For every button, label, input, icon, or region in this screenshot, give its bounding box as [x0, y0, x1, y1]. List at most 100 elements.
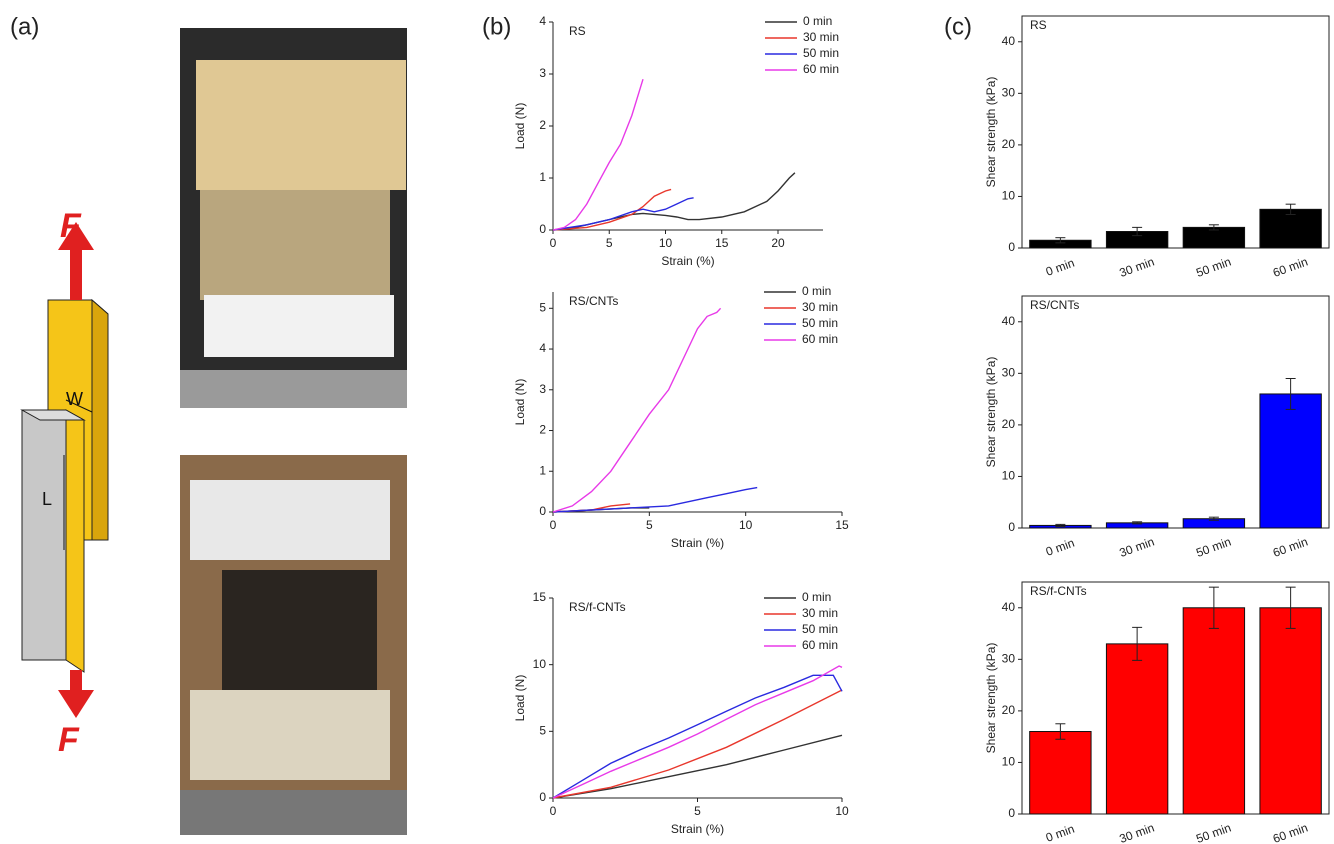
y-tick-label: 0 [1008, 806, 1015, 820]
y-tick-label: 10 [1002, 469, 1016, 483]
y-axis-label: Shear strength (kPa) [984, 77, 998, 188]
y-tick-label: 30 [1002, 366, 1016, 380]
x-tick-label: 30 min [1118, 254, 1157, 279]
y-tick-label: 1 [539, 170, 546, 184]
x-tick-label: 30 min [1118, 820, 1157, 844]
chart-title: RS [569, 24, 586, 38]
y-tick-label: 20 [1002, 703, 1016, 717]
y-tick-label: 0 [539, 222, 546, 236]
bar [1105, 643, 1169, 815]
legend-label: 60 min [802, 638, 838, 652]
line-series [552, 734, 843, 799]
x-tick-label: 10 [835, 804, 849, 818]
plot-frame [1021, 295, 1330, 529]
force-label: F [60, 207, 82, 245]
panel-label: (c) [944, 13, 972, 40]
line-series [552, 78, 644, 231]
bar [1259, 393, 1322, 529]
x-axis-label: Strain (%) [671, 536, 724, 550]
legend-label: 0 min [802, 590, 831, 604]
legend-label: 30 min [802, 300, 838, 314]
y-tick-label: 20 [1002, 137, 1016, 151]
y-tick-label: 20 [1002, 417, 1016, 431]
x-tick-label: 5 [694, 804, 701, 818]
y-axis-label: Load (N) [513, 379, 527, 426]
y-tick-label: 10 [1002, 189, 1016, 203]
bar [1182, 226, 1246, 249]
x-tick-label: 0 min [1044, 256, 1076, 279]
x-tick-label: 50 min [1194, 254, 1233, 279]
y-tick-label: 40 [1002, 600, 1016, 614]
legend-label: 50 min [802, 622, 838, 636]
legend-label: 50 min [802, 316, 838, 330]
y-tick-label: 0 [539, 504, 546, 518]
y-axis-label: Shear strength (kPa) [984, 357, 998, 468]
line-series [552, 486, 758, 513]
y-tick-label: 2 [539, 118, 546, 132]
chart-title: RS/CNTs [569, 294, 618, 308]
panel-label: (a) [10, 13, 39, 40]
legend-label: 60 min [803, 62, 839, 76]
line-series [552, 674, 843, 799]
x-tick-label: 5 [646, 518, 653, 532]
y-tick-label: 10 [533, 657, 547, 671]
x-tick-label: 15 [835, 518, 849, 532]
y-tick-label: 5 [539, 724, 546, 738]
plot-frame [1021, 581, 1330, 815]
legend-label: 50 min [803, 46, 839, 60]
line-series [552, 665, 843, 799]
line-series [552, 197, 694, 231]
x-tick-label: 50 min [1194, 820, 1233, 844]
y-tick-label: 30 [1002, 86, 1016, 100]
x-tick-label: 30 min [1118, 534, 1157, 559]
x-tick-label: 20 [771, 236, 785, 250]
y-tick-label: 5 [539, 300, 546, 314]
y-axis-label: Load (N) [513, 103, 527, 150]
x-tick-label: 0 [550, 236, 557, 250]
line-series [552, 172, 796, 231]
bar [1259, 607, 1322, 815]
x-tick-label: 50 min [1194, 534, 1233, 559]
bar [1259, 208, 1322, 249]
x-tick-label: 60 min [1271, 534, 1310, 559]
y-tick-label: 3 [539, 66, 546, 80]
chart-title: RS/f-CNTs [569, 600, 626, 614]
length-label: L [42, 489, 52, 509]
x-tick-label: 0 min [1044, 822, 1076, 844]
y-tick-label: 0 [539, 790, 546, 804]
legend-label: 0 min [803, 14, 832, 28]
chart-title: RS [1030, 18, 1047, 32]
force-label: F [58, 721, 80, 759]
x-tick-label: 10 [659, 236, 673, 250]
y-tick-label: 4 [539, 341, 546, 355]
x-tick-label: 0 [550, 804, 557, 818]
x-tick-label: 10 [739, 518, 753, 532]
line-series [552, 689, 843, 799]
y-tick-label: 3 [539, 382, 546, 396]
y-tick-label: 0 [1008, 520, 1015, 534]
x-tick-label: 5 [606, 236, 613, 250]
y-axis-label: Shear strength (kPa) [984, 643, 998, 754]
line-series [552, 188, 672, 231]
x-axis-label: Strain (%) [671, 822, 724, 836]
legend-label: 60 min [802, 332, 838, 346]
legend-label: 30 min [803, 30, 839, 44]
width-label: W [66, 389, 83, 409]
y-tick-label: 40 [1002, 34, 1016, 48]
y-axis-label: Load (N) [513, 675, 527, 722]
x-tick-label: 60 min [1271, 254, 1310, 279]
y-tick-label: 30 [1002, 652, 1016, 666]
plot-frame [1021, 15, 1330, 249]
legend-label: 0 min [802, 284, 831, 298]
panel-label: (b) [482, 13, 511, 40]
x-tick-label: 15 [715, 236, 729, 250]
y-tick-label: 2 [539, 423, 546, 437]
legend-label: 30 min [802, 606, 838, 620]
y-tick-label: 15 [533, 590, 547, 604]
y-tick-label: 10 [1002, 755, 1016, 769]
y-tick-label: 1 [539, 463, 546, 477]
y-tick-label: 40 [1002, 314, 1016, 328]
x-tick-label: 0 min [1044, 536, 1076, 559]
y-tick-label: 4 [539, 14, 546, 28]
bar [1029, 731, 1092, 815]
